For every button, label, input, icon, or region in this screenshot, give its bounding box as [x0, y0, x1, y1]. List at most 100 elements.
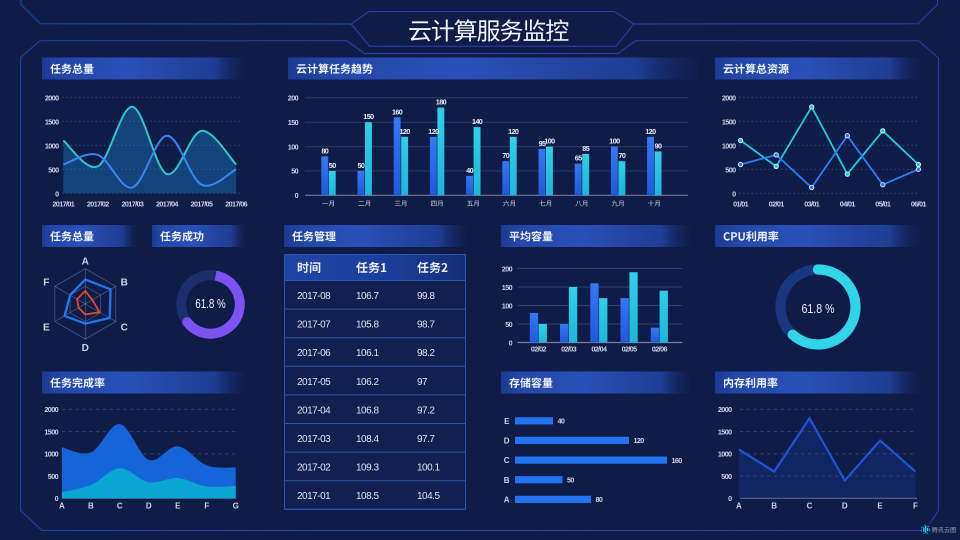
svg-text:0: 0: [728, 494, 732, 503]
svg-text:1000: 1000: [44, 450, 58, 459]
svg-text:106.7: 106.7: [356, 291, 379, 302]
svg-text:06/01: 06/01: [911, 200, 927, 209]
svg-text:A: A: [736, 502, 742, 511]
svg-text:2017-08: 2017-08: [297, 291, 331, 302]
svg-text:2017/02: 2017/02: [87, 200, 109, 209]
svg-text:150: 150: [363, 112, 374, 121]
svg-text:F: F: [913, 502, 918, 511]
svg-text:61.8 %: 61.8 %: [802, 302, 835, 316]
svg-text:1500: 1500: [45, 118, 59, 127]
svg-text:02/01: 02/01: [769, 200, 785, 209]
svg-text:106.8: 106.8: [356, 405, 379, 416]
svg-text:0: 0: [295, 191, 299, 200]
svg-text:2017/04: 2017/04: [156, 200, 178, 209]
svg-text:C: C: [807, 502, 813, 511]
svg-text:B: B: [504, 476, 510, 485]
svg-text:50: 50: [291, 167, 298, 176]
svg-text:50: 50: [567, 476, 574, 485]
svg-text:98.2: 98.2: [417, 348, 435, 359]
svg-text:500: 500: [721, 472, 732, 481]
svg-text:2000: 2000: [722, 94, 736, 103]
svg-text:106.1: 106.1: [356, 348, 379, 359]
svg-text:D: D: [82, 343, 89, 354]
svg-text:D: D: [146, 502, 152, 511]
svg-text:120: 120: [508, 127, 519, 136]
svg-text:0: 0: [55, 494, 59, 503]
svg-text:80: 80: [596, 495, 603, 504]
svg-text:0: 0: [732, 190, 736, 199]
svg-text:180: 180: [436, 98, 447, 107]
svg-text:109.3: 109.3: [356, 463, 379, 474]
svg-text:2000: 2000: [44, 405, 58, 414]
svg-text:108.4: 108.4: [356, 434, 379, 445]
svg-text:04/01: 04/01: [840, 200, 856, 209]
svg-text:150: 150: [288, 118, 299, 127]
svg-text:2000: 2000: [718, 405, 732, 414]
svg-text:2017/06: 2017/06: [225, 200, 247, 209]
svg-text:120: 120: [645, 127, 656, 136]
svg-text:90: 90: [655, 141, 662, 150]
svg-text:120: 120: [399, 127, 410, 136]
svg-text:70: 70: [502, 151, 509, 160]
svg-text:F: F: [43, 277, 49, 288]
svg-text:D: D: [842, 502, 848, 511]
svg-text:140: 140: [472, 117, 483, 126]
svg-text:E: E: [43, 323, 50, 334]
svg-text:0: 0: [509, 338, 513, 347]
svg-text:2017-06: 2017-06: [297, 348, 331, 359]
svg-text:G: G: [233, 502, 239, 511]
svg-text:100: 100: [544, 137, 555, 146]
svg-text:1000: 1000: [722, 142, 736, 151]
svg-text:97.2: 97.2: [417, 405, 435, 416]
svg-text:106.2: 106.2: [356, 377, 379, 388]
svg-text:2017/03: 2017/03: [122, 200, 144, 209]
svg-text:50: 50: [329, 161, 336, 170]
svg-text:160: 160: [392, 107, 403, 116]
svg-text:E: E: [175, 502, 181, 511]
svg-text:105.8: 105.8: [356, 320, 379, 331]
svg-text:B: B: [121, 277, 128, 288]
svg-text:120: 120: [634, 436, 645, 445]
svg-text:1000: 1000: [45, 142, 59, 151]
svg-text:100: 100: [609, 137, 620, 146]
svg-text:98.7: 98.7: [417, 320, 435, 331]
svg-text:2017-01: 2017-01: [297, 491, 331, 502]
svg-text:2017-02: 2017-02: [297, 463, 331, 474]
svg-text:1000: 1000: [718, 450, 732, 459]
svg-text:F: F: [204, 502, 209, 511]
svg-text:61.8 %: 61.8 %: [195, 296, 226, 311]
svg-text:50: 50: [358, 161, 365, 170]
svg-text:C: C: [117, 502, 123, 511]
svg-text:D: D: [504, 436, 510, 445]
svg-text:02/06: 02/06: [652, 345, 668, 354]
svg-text:150: 150: [502, 283, 513, 292]
svg-text:100: 100: [502, 301, 513, 310]
svg-text:120: 120: [428, 127, 439, 136]
svg-text:2017-05: 2017-05: [297, 377, 331, 388]
svg-text:99.8: 99.8: [417, 291, 435, 302]
svg-text:70: 70: [619, 151, 626, 160]
svg-text:40: 40: [466, 166, 473, 175]
svg-text:A: A: [59, 502, 65, 511]
svg-text:500: 500: [725, 166, 736, 175]
svg-text:200: 200: [288, 94, 299, 103]
svg-text:B: B: [771, 502, 777, 511]
svg-text:200: 200: [502, 264, 513, 273]
svg-text:02/04: 02/04: [591, 345, 607, 354]
svg-text:85: 85: [582, 144, 589, 153]
svg-text:01/01: 01/01: [733, 200, 749, 209]
svg-text:E: E: [504, 417, 510, 426]
svg-text:C: C: [504, 456, 510, 465]
svg-text:500: 500: [48, 472, 59, 481]
svg-text:1500: 1500: [722, 118, 736, 127]
svg-text:03/01: 03/01: [804, 200, 820, 209]
svg-text:B: B: [88, 502, 94, 511]
svg-text:A: A: [82, 257, 89, 268]
svg-text:97.7: 97.7: [417, 434, 435, 445]
svg-text:C: C: [121, 323, 128, 334]
svg-text:100.1: 100.1: [417, 463, 440, 474]
svg-text:05/01: 05/01: [875, 200, 891, 209]
svg-text:104.5: 104.5: [417, 491, 440, 502]
svg-text:E: E: [877, 502, 883, 511]
svg-text:500: 500: [48, 166, 59, 175]
